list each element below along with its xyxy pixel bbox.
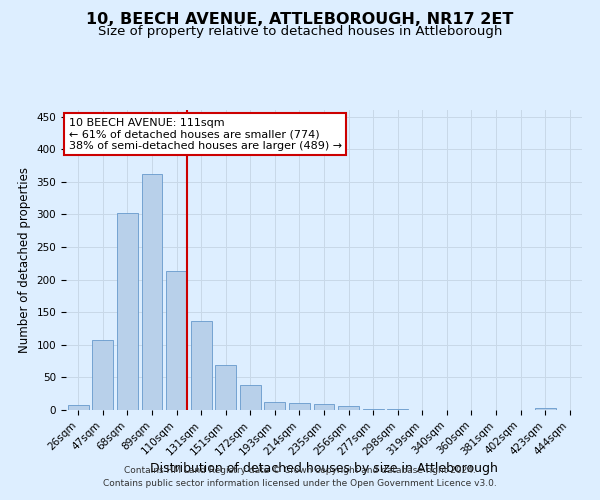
- Bar: [240, 385, 261, 410]
- Text: Contains HM Land Registry data © Crown copyright and database right 2024.
Contai: Contains HM Land Registry data © Crown c…: [103, 466, 497, 487]
- Bar: [191, 322, 212, 410]
- X-axis label: Distribution of detached houses by size in Attleborough: Distribution of detached houses by size …: [150, 462, 498, 475]
- Bar: [117, 213, 138, 410]
- Bar: [387, 408, 408, 410]
- Bar: [92, 340, 113, 410]
- Bar: [338, 406, 359, 410]
- Bar: [215, 365, 236, 410]
- Text: Size of property relative to detached houses in Attleborough: Size of property relative to detached ho…: [98, 25, 502, 38]
- Text: 10 BEECH AVENUE: 111sqm
← 61% of detached houses are smaller (774)
38% of semi-d: 10 BEECH AVENUE: 111sqm ← 61% of detache…: [68, 118, 342, 150]
- Bar: [142, 174, 163, 410]
- Bar: [166, 271, 187, 410]
- Bar: [362, 408, 383, 410]
- Bar: [314, 404, 334, 410]
- Y-axis label: Number of detached properties: Number of detached properties: [18, 167, 31, 353]
- Bar: [265, 402, 286, 410]
- Bar: [289, 404, 310, 410]
- Bar: [68, 405, 89, 410]
- Bar: [535, 408, 556, 410]
- Text: 10, BEECH AVENUE, ATTLEBOROUGH, NR17 2ET: 10, BEECH AVENUE, ATTLEBOROUGH, NR17 2ET: [86, 12, 514, 28]
